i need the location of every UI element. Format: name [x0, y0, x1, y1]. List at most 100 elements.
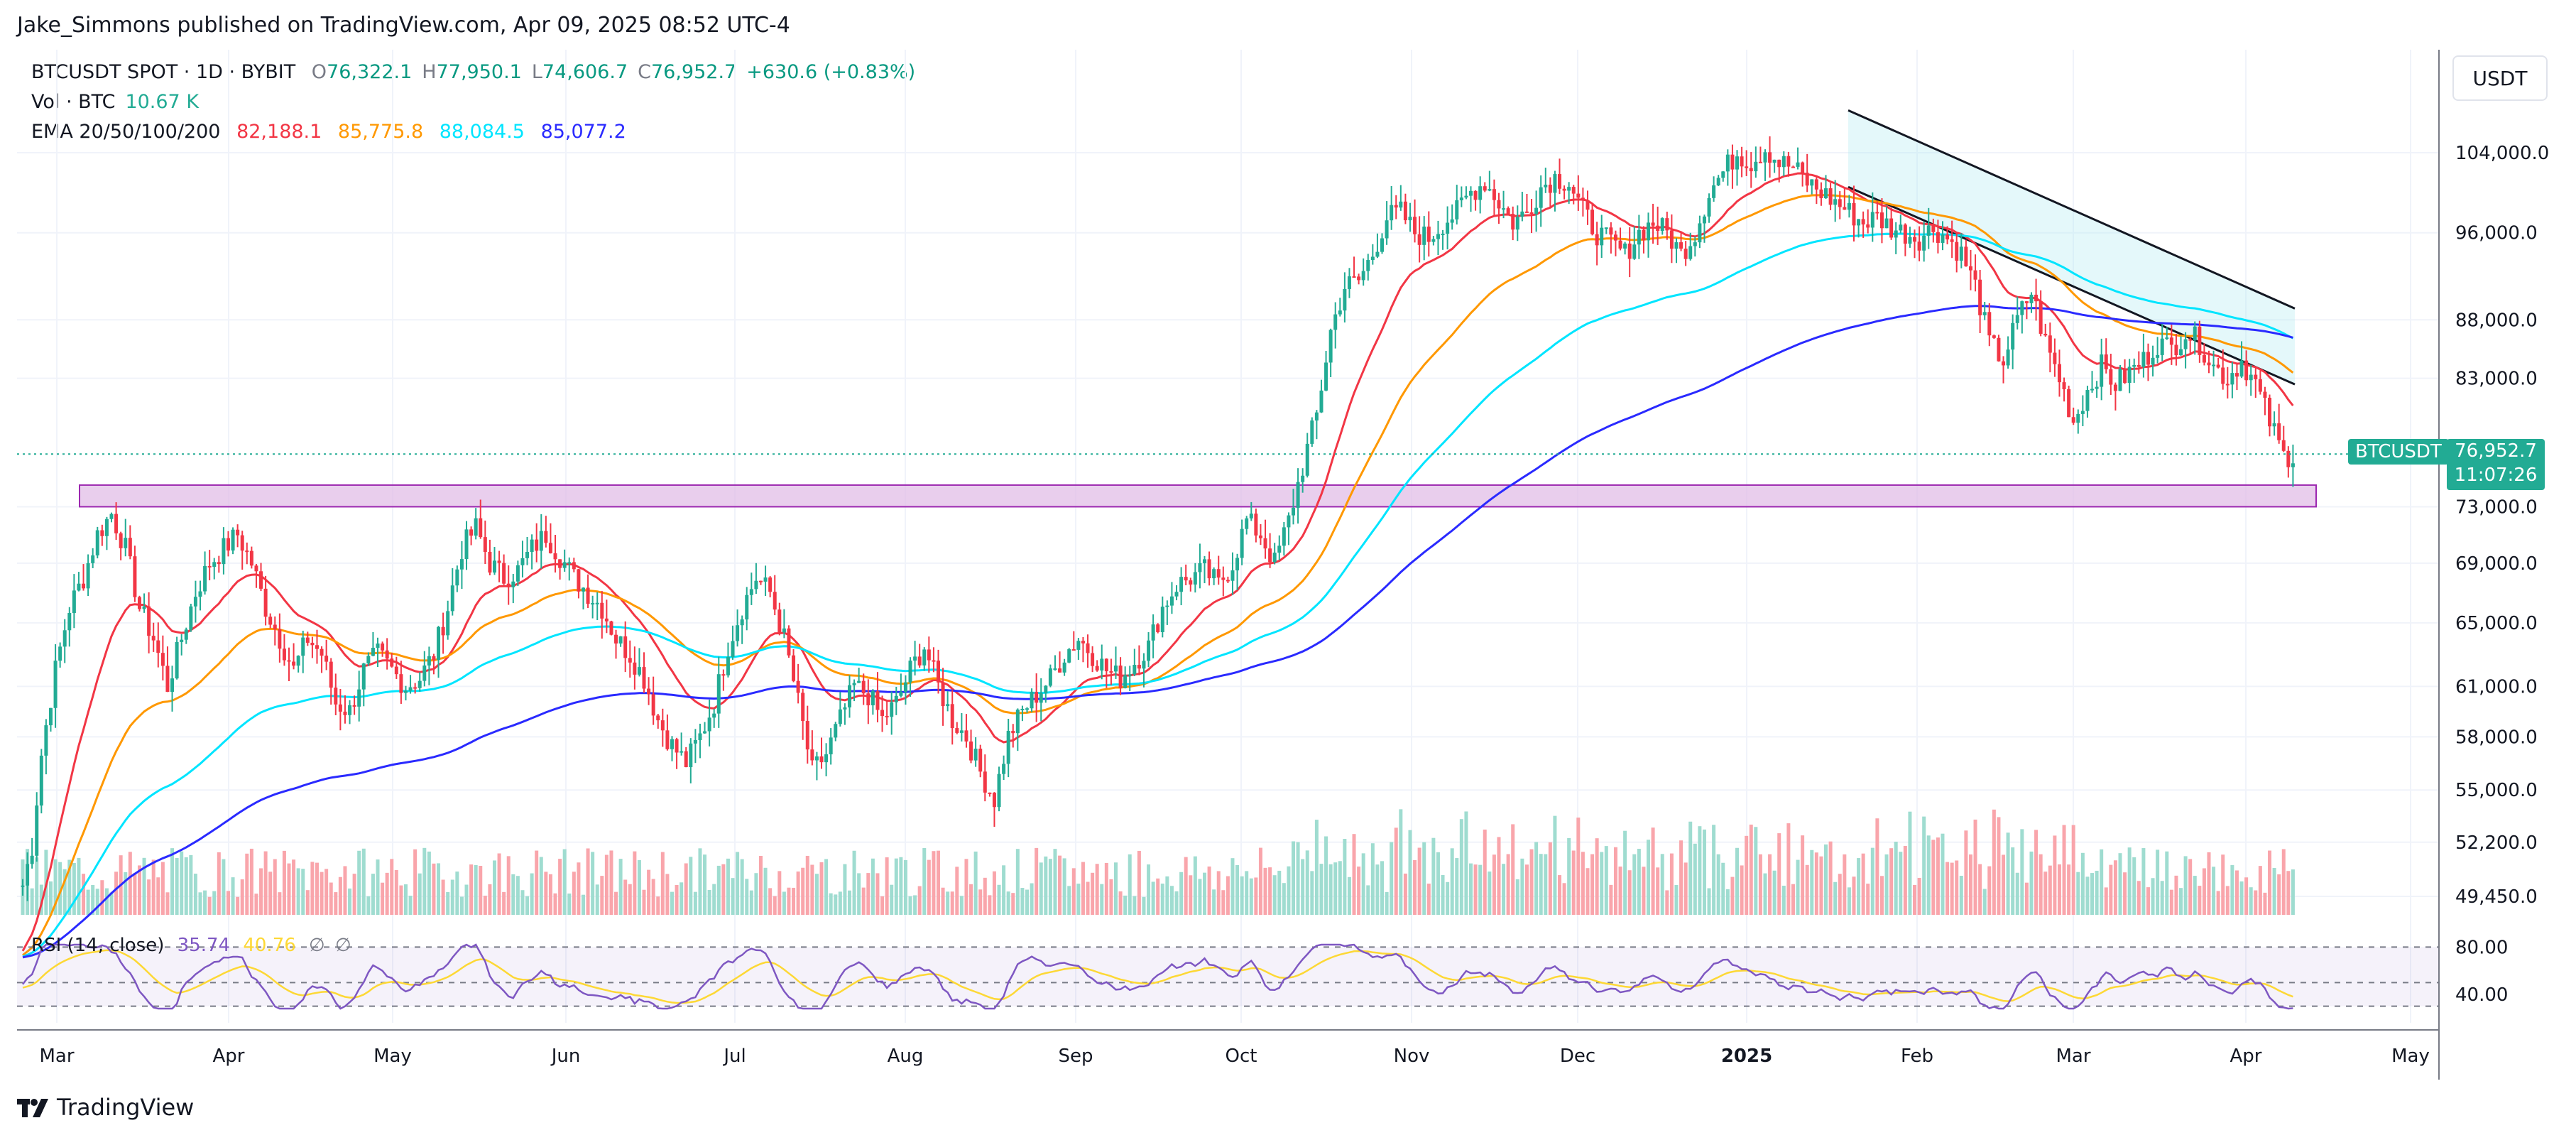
volume-bar — [1707, 888, 1711, 915]
candle-body — [1091, 653, 1095, 666]
candle-body — [675, 739, 679, 753]
currency-selector[interactable]: USDT — [2452, 55, 2548, 101]
volume-bar — [2067, 864, 2071, 915]
volume-bar — [1352, 834, 1356, 915]
time-tick-label: Oct — [1226, 1046, 1257, 1067]
candle-body — [1071, 649, 1076, 651]
candle-body — [866, 693, 871, 705]
volume-bar — [371, 874, 375, 915]
candle-body — [21, 885, 25, 887]
candle-body — [1459, 197, 1463, 200]
candle-body — [577, 569, 581, 592]
candle-body — [656, 715, 660, 721]
rsi-legend[interactable]: RSI (14, close) 35.74 40.76 ∅ ∅ — [31, 935, 351, 956]
volume-bar — [310, 862, 315, 915]
candle-body — [450, 585, 454, 612]
volume-bar — [899, 857, 903, 915]
volume-bar — [950, 891, 954, 915]
candle-body — [1403, 201, 1407, 221]
candle-body — [880, 710, 885, 716]
volume-bar — [455, 872, 459, 915]
candle-body — [591, 603, 595, 605]
volume-bar — [1926, 835, 1931, 915]
volume-bar — [1548, 842, 1552, 915]
volume-bar — [35, 857, 39, 915]
support-zone-rect — [79, 484, 2317, 508]
candle-body — [1310, 420, 1314, 444]
volume-bar — [2188, 859, 2193, 915]
volume-bar — [1534, 842, 1539, 915]
candle-body — [2254, 374, 2258, 379]
candle-body — [1683, 249, 1688, 259]
volume-bar — [2076, 872, 2080, 915]
candle-body — [758, 580, 763, 582]
volume-bar — [2239, 881, 2244, 915]
volume-bar — [366, 896, 371, 915]
price-tick-label: 55,000.0 — [2455, 780, 2538, 801]
volume-bar — [352, 874, 356, 915]
volume-legend[interactable]: Vol · BTC 10.67 K — [31, 91, 199, 113]
volume-bar — [1062, 858, 1066, 915]
candle-body — [184, 629, 188, 640]
volume-bar — [1716, 854, 1720, 915]
candle-body — [104, 519, 109, 536]
ema-legend[interactable]: EMA 20/50/100/200 82,188.1 85,775.8 88,0… — [31, 121, 626, 143]
candle-body — [502, 563, 506, 584]
candle-body — [609, 621, 613, 635]
candle-body — [1913, 237, 1917, 242]
volume-bar — [633, 851, 637, 915]
volume-bar — [1558, 875, 1562, 915]
volume-bar — [1169, 886, 1174, 915]
volume-bar — [1441, 874, 1445, 915]
volume-bar — [2057, 864, 2061, 915]
candle-body — [1814, 179, 1818, 190]
volume-bar — [1268, 867, 1272, 915]
candle-body — [736, 625, 740, 641]
candle-body — [1067, 649, 1071, 663]
volume-bar — [1651, 827, 1655, 915]
volume-bar — [203, 890, 207, 915]
volume-label: Vol · BTC — [31, 91, 116, 113]
ema50-line — [22, 193, 2294, 956]
candle-body — [1632, 244, 1637, 259]
volume-bar — [1637, 849, 1641, 915]
candle-body — [371, 648, 375, 656]
volume-bar — [936, 850, 940, 915]
volume-bar — [1151, 881, 1155, 915]
candle-body — [604, 618, 608, 621]
volume-bar — [1796, 859, 1800, 915]
candle-body — [338, 704, 342, 712]
symbol-legend[interactable]: BTCUSDT SPOT · 1D · BYBIT O76,322.1 H77,9… — [31, 61, 915, 83]
volume-bar — [777, 871, 782, 915]
rsi-pane: 80.00 40.00 — [17, 937, 2508, 1010]
time-tick-label: Jul — [722, 1046, 746, 1067]
support-zone[interactable] — [79, 484, 2317, 508]
candle-body — [1385, 220, 1389, 239]
volume-bar — [1394, 827, 1398, 915]
candle-body — [1511, 214, 1515, 230]
candle-body — [651, 694, 655, 716]
candle-body — [1693, 242, 1697, 246]
volume-bar — [740, 859, 744, 915]
rsi-extra2: ∅ — [334, 935, 351, 956]
volume-bar — [259, 868, 263, 915]
descending-channel[interactable] — [1848, 109, 2296, 386]
volume-bar — [1417, 847, 1421, 915]
volume-bar — [2043, 872, 2048, 915]
candle-body — [1104, 658, 1108, 672]
candle-body — [109, 514, 114, 519]
volume-bar — [1590, 854, 1595, 915]
volume-bar — [432, 863, 436, 915]
tradingview-brand[interactable]: TradingView — [17, 1094, 194, 1121]
candle-body — [1931, 225, 1936, 232]
candle-body — [249, 550, 253, 566]
volume-bar — [581, 894, 585, 915]
candle-body — [618, 636, 623, 644]
candle-body — [511, 581, 515, 587]
volume-bar — [394, 869, 398, 915]
volume-bar — [1203, 872, 1207, 915]
candle-body — [1380, 238, 1385, 252]
time-tick-label: Mar — [39, 1046, 74, 1067]
candle-body — [973, 749, 978, 761]
